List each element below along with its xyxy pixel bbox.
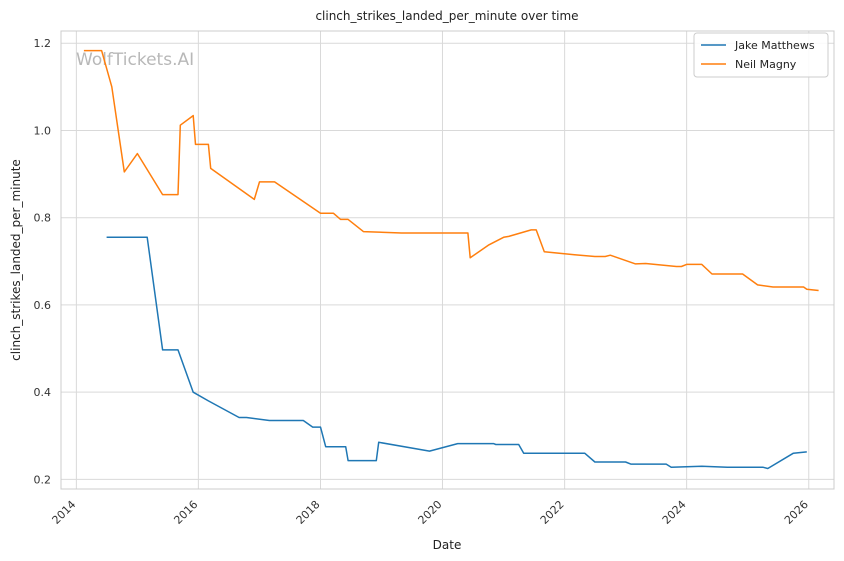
x-tick-label: 2016 (171, 498, 200, 527)
x-tick-label: 2026 (782, 498, 811, 527)
y-axis-label: clinch_strikes_landed_per_minute (9, 159, 23, 361)
x-tick-label: 2014 (50, 498, 79, 527)
series-line-jake-matthews (106, 236, 807, 470)
x-tick-label: 2024 (660, 498, 689, 527)
legend-box (693, 32, 829, 78)
chart-title: clinch_strikes_landed_per_minute over ti… (315, 9, 578, 23)
y-tick-label: 0.2 (34, 473, 52, 486)
x-tick-label: 2022 (538, 498, 567, 527)
legend-label-jake: Jake Matthews (734, 39, 815, 52)
x-tick-labels: 2014 2016 2018 2020 2022 2024 2026 (50, 498, 811, 527)
y-tick-label: 0.6 (34, 299, 52, 312)
x-axis-label: Date (433, 538, 462, 552)
watermark: WolfTickets.AI (76, 50, 194, 70)
x-tick-label: 2018 (294, 498, 323, 527)
x-tick-label: 2020 (416, 498, 445, 527)
series-lines (83, 49, 819, 470)
plot-area (60, 30, 835, 490)
y-tick-label: 0.8 (34, 212, 52, 225)
y-tick-label: 0.4 (34, 386, 52, 399)
y-tick-labels: 0.2 0.4 0.6 0.8 1.0 1.2 (34, 37, 52, 486)
y-tick-label: 1.0 (34, 124, 52, 137)
grid (61, 31, 834, 489)
series-line-neil-magny (83, 49, 819, 292)
y-tick-label: 1.2 (34, 37, 52, 50)
legend-label-neil: Neil Magny (735, 58, 797, 71)
legend: Jake Matthews Neil Magny (693, 32, 829, 78)
